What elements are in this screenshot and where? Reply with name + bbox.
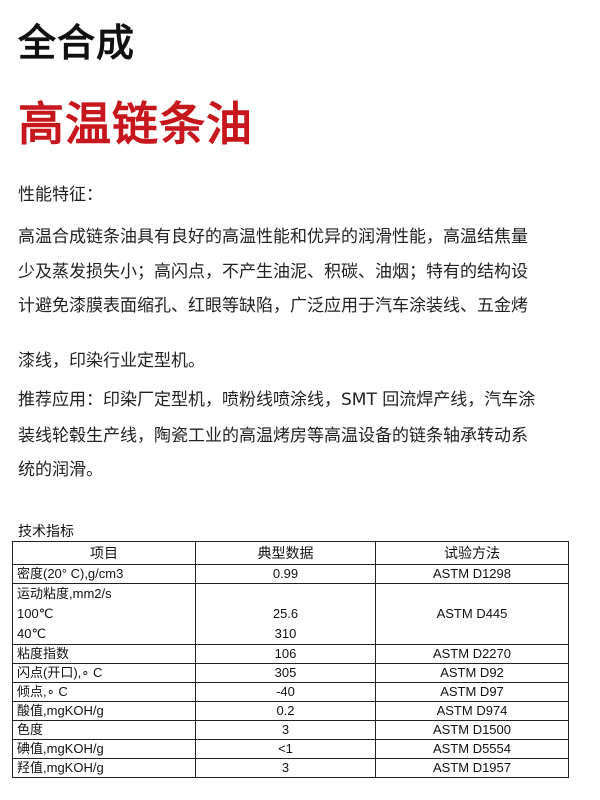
cell: 色度 (12, 720, 196, 740)
cell: ASTM D1298 (375, 564, 569, 584)
visc-v100: 25.6 (272, 606, 299, 621)
table-caption: 技术指标 (18, 524, 74, 540)
cell: ASTM D1500 (375, 720, 569, 740)
visc-v40: 310 (274, 626, 297, 641)
body-line: 计避免漆膜表面缩孔、红眼等缺陷，广泛应用于汽车涂装线、五金烤 (18, 296, 528, 316)
header-item: 项目 (12, 541, 196, 565)
cell: 碘值,mgKOH/g (12, 739, 196, 759)
body-line: 漆线，印染行业定型机。 (18, 351, 205, 371)
cell: 密度(20° C),g/cm3 (12, 564, 196, 584)
cell: 羟值,mgKOH/g (12, 758, 196, 778)
cell: 3 (195, 758, 376, 778)
cell: 106 (195, 644, 376, 664)
features-heading: 性能特征： (18, 185, 103, 205)
table-header: 项目 典型数据 试验方法 (12, 541, 569, 565)
visc-t100: 100℃ (17, 606, 54, 621)
cell: ASTM D97 (375, 682, 569, 702)
table-row: 酸值,mgKOH/g 0.2 ASTM D974 (12, 701, 569, 721)
table-row: 运动粘度,mm2/s 100℃ 40℃ 25.6 310 ASTM D445 (12, 583, 569, 645)
table-row: 粘度指数 106 ASTM D2270 (12, 644, 569, 664)
table-row: 闪点(开口),∘ C 305 ASTM D92 (12, 663, 569, 683)
cell: 运动粘度,mm2/s 100℃ 40℃ (12, 583, 196, 645)
body-line: 高温合成链条油具有良好的高温性能和优异的润滑性能，高温结焦量 (18, 227, 528, 247)
visc-label: 运动粘度,mm2/s (17, 586, 112, 601)
table-row: 羟值,mgKOH/g 3 ASTM D1957 (12, 758, 569, 778)
cell: 粘度指数 (12, 644, 196, 664)
header-value: 典型数据 (195, 541, 376, 565)
header-method: 试验方法 (375, 541, 569, 565)
cell: 酸值,mgKOH/g (12, 701, 196, 721)
cell: 0.99 (195, 564, 376, 584)
product-name: 高温链条油 (18, 97, 253, 151)
body-line: 装线轮毂生产线，陶瓷工业的高温烤房等高温设备的链条轴承转动系 (18, 426, 528, 446)
cell: 倾点,∘ C (12, 682, 196, 702)
body-line: 统的润滑。 (18, 460, 103, 480)
cell: -40 (195, 682, 376, 702)
cell: ASTM D1957 (375, 758, 569, 778)
table-row: 密度(20° C),g/cm3 0.99 ASTM D1298 (12, 564, 569, 584)
cell: ASTM D2270 (375, 644, 569, 664)
title: 全合成 (18, 21, 136, 65)
cell: ASTM D445 (375, 583, 569, 645)
cell: 305 (195, 663, 376, 683)
cell: ASTM D5554 (375, 739, 569, 759)
body-line: 推荐应用：印染厂定型机，喷粉线喷涂线，SMT 回流焊产线，汽车涂 (18, 390, 536, 410)
table-row: 色度 3 ASTM D1500 (12, 720, 569, 740)
visc-t40: 40℃ (17, 626, 47, 641)
cell: ASTM D92 (375, 663, 569, 683)
cell: 0.2 (195, 701, 376, 721)
table-row: 碘值,mgKOH/g <1 ASTM D5554 (12, 739, 569, 759)
cell: 3 (195, 720, 376, 740)
spec-table: 项目 典型数据 试验方法 密度(20° C),g/cm3 0.99 ASTM D12… (12, 541, 569, 778)
cell: 25.6 310 (195, 583, 376, 645)
table-row: 倾点,∘ C -40 ASTM D97 (12, 682, 569, 702)
cell: ASTM D974 (375, 701, 569, 721)
cell: 闪点(开口),∘ C (12, 663, 196, 683)
cell: <1 (195, 739, 376, 759)
body-line: 少及蒸发损失小；高闪点，不产生油泥、积碳、油烟；特有的结构设 (18, 262, 528, 282)
